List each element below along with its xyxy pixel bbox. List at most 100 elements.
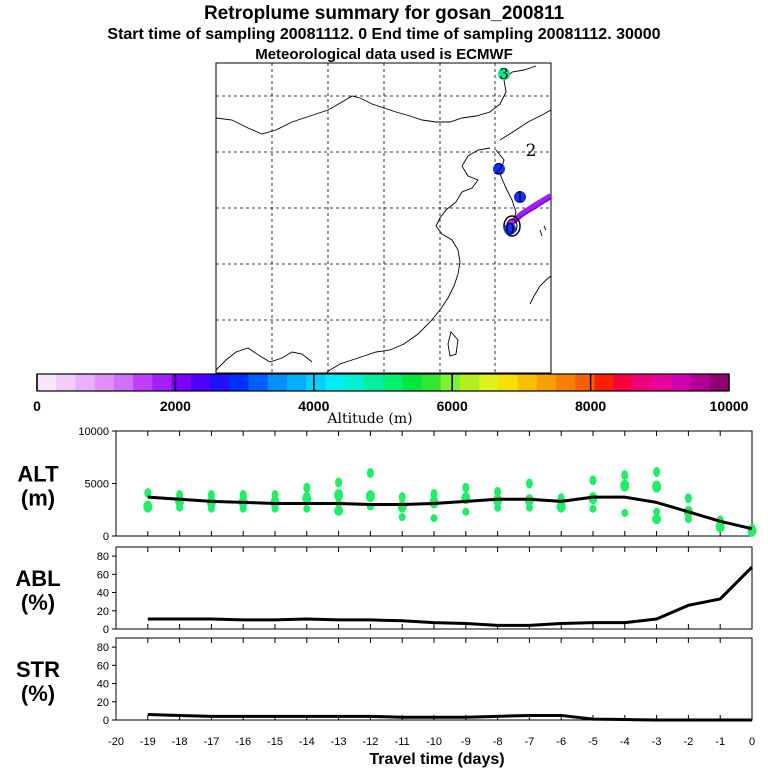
x-tick-label: -11 bbox=[395, 736, 410, 748]
colorbar-swatch bbox=[671, 374, 692, 391]
altitude-cluster-point bbox=[621, 470, 629, 481]
colorbar-swatch bbox=[652, 374, 672, 391]
panel-frame bbox=[115, 637, 753, 721]
map-coastlines bbox=[215, 65, 552, 374]
panel-abl: 0 20 40 60 80 ABL(%) bbox=[15, 546, 754, 636]
trajectory-marker-3 bbox=[498, 68, 510, 80]
colorbar-swatch bbox=[171, 374, 192, 391]
altitude-cluster-point bbox=[271, 504, 279, 513]
x-tick-label: -2 bbox=[684, 736, 694, 748]
x-tick-label: -6 bbox=[556, 736, 566, 748]
trajectory-marker-label-2: 2 bbox=[494, 160, 504, 178]
colorbar-swatch bbox=[632, 374, 653, 391]
trajectory-marker-2 bbox=[493, 163, 505, 175]
panel-str: 0 20 40 60 80 STR(%) bbox=[16, 637, 753, 727]
altitude-cluster-point bbox=[525, 503, 533, 512]
y-tick-label: 5000 bbox=[85, 479, 109, 491]
altitude-cluster-point bbox=[207, 504, 215, 513]
altitude-cluster-point bbox=[303, 504, 311, 513]
altitude-cluster-point bbox=[335, 477, 343, 488]
x-tick-label: -4 bbox=[620, 736, 630, 748]
y-tick-label: 0 bbox=[103, 624, 109, 636]
x-tick-label: -7 bbox=[525, 736, 535, 748]
y-tick-label: 20 bbox=[97, 697, 109, 709]
altitude-cluster-point bbox=[430, 489, 438, 499]
altitude-cluster-point bbox=[365, 490, 375, 503]
altitude-cluster-point bbox=[589, 475, 597, 486]
altitude-cluster-point bbox=[494, 503, 502, 512]
colorbar-swatch bbox=[575, 374, 595, 391]
colorbar-swatch bbox=[75, 374, 96, 391]
altitude-cluster-point bbox=[652, 480, 662, 493]
series-line-str bbox=[147, 713, 752, 722]
x-axis-label: Travel time (days) bbox=[369, 751, 504, 768]
altitude-cluster-point bbox=[684, 515, 692, 524]
trajectory-marker-label-3: 3 bbox=[499, 65, 509, 83]
altitude-cluster-point bbox=[334, 505, 344, 516]
colorbar-tick-label: 6000 bbox=[437, 398, 468, 414]
x-tick-label: -17 bbox=[203, 736, 219, 748]
panel-ylabel-name: ABL bbox=[15, 566, 60, 591]
y-tick-label: 0 bbox=[103, 715, 109, 727]
chart-title: Retroplume summary for gosan_200811 bbox=[203, 3, 565, 24]
altitude-cluster-point bbox=[494, 486, 502, 497]
panel-frame bbox=[115, 546, 753, 630]
altitude-cluster-point bbox=[334, 489, 344, 502]
altitude-cluster-point bbox=[239, 504, 247, 513]
x-tick-label: -20 bbox=[108, 736, 124, 748]
y-tick-label: 20 bbox=[97, 606, 109, 618]
altitude-cluster-point bbox=[556, 500, 566, 513]
colorbar-swatch bbox=[210, 374, 230, 391]
colorbar-swatch bbox=[594, 374, 615, 391]
colorbar-swatch bbox=[459, 374, 480, 391]
x-tick-label: -8 bbox=[493, 736, 503, 748]
altitude-cluster-point bbox=[462, 507, 470, 516]
colorbar-swatch bbox=[37, 374, 57, 391]
y-tick-label: 80 bbox=[97, 642, 109, 654]
colorbar-tick-label: 8000 bbox=[575, 398, 606, 414]
altitude-cluster-point bbox=[684, 493, 692, 504]
altitude-cluster-point bbox=[430, 514, 438, 523]
x-tick-label: -19 bbox=[140, 736, 156, 748]
colorbar-swatch bbox=[402, 374, 422, 391]
x-tick-label: -5 bbox=[588, 736, 598, 748]
series-line-alt bbox=[147, 495, 753, 531]
y-tick-label: 80 bbox=[97, 551, 109, 563]
colorbar-swatch bbox=[94, 374, 115, 391]
x-tick-label: -1 bbox=[715, 736, 725, 748]
map-number-label-2: 2 bbox=[526, 141, 537, 161]
colorbar-swatch bbox=[556, 374, 576, 391]
trajectory-marker-1 bbox=[514, 191, 526, 203]
panel-ylabel-unit: (m) bbox=[21, 486, 55, 511]
colorbar-swatch bbox=[613, 374, 634, 391]
colorbar-swatch bbox=[325, 374, 346, 391]
altitude-cluster-point bbox=[398, 513, 406, 522]
altitude-cluster-point bbox=[144, 487, 152, 498]
y-tick-label: 60 bbox=[97, 569, 109, 581]
colorbar-tick-label: 2000 bbox=[160, 398, 191, 414]
colorbar-swatch bbox=[113, 374, 134, 391]
colorbar-swatch bbox=[248, 374, 269, 391]
colorbar-swatch bbox=[344, 374, 365, 391]
colorbar-swatch bbox=[363, 374, 384, 391]
colorbar-swatch bbox=[56, 374, 76, 391]
altitude-cluster-point bbox=[620, 479, 630, 492]
x-tick-label: -14 bbox=[299, 736, 315, 748]
x-tick-label: -16 bbox=[235, 736, 251, 748]
colorbar-tick-label: 0 bbox=[33, 398, 41, 414]
colorbar-swatch bbox=[286, 374, 307, 391]
x-tick-label: -13 bbox=[331, 736, 347, 748]
colorbar-swatch bbox=[229, 374, 249, 391]
colorbar-swatch bbox=[690, 374, 711, 391]
x-tick-label: 0 bbox=[749, 736, 755, 748]
y-tick-label: 0 bbox=[103, 531, 109, 543]
altitude-cluster-point bbox=[303, 482, 311, 493]
colorbar-swatch bbox=[536, 374, 557, 391]
colorbar-swatch bbox=[267, 374, 288, 391]
altitude-colorbar: 0 2000 4000 6000 8000 10000 Altitude (m) bbox=[33, 373, 749, 427]
y-tick-label: 40 bbox=[97, 588, 109, 600]
sampling-times-subtitle: Start time of sampling 20081112. 0 End t… bbox=[107, 26, 661, 43]
